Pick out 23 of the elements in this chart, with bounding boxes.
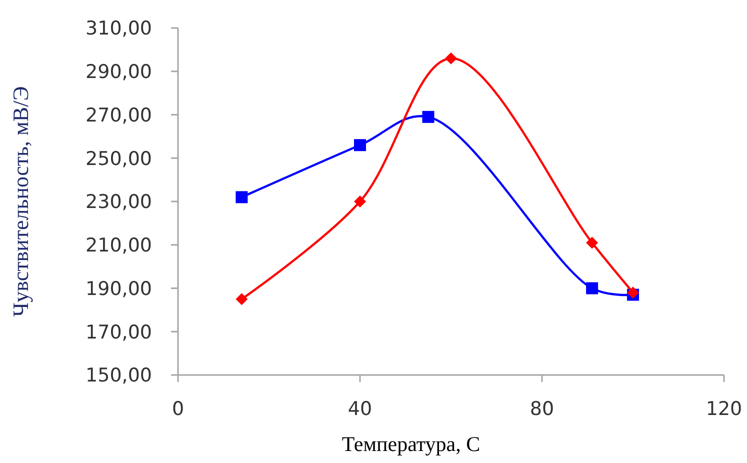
point [354,196,366,208]
x-tick-label: 40 [348,398,372,420]
y-tick-label: 150,00 [86,364,152,387]
point [586,282,598,294]
point [422,110,434,123]
point [445,52,457,64]
point [236,293,248,306]
x-axis-title: Температура, С [342,432,480,456]
y-tick-label: 270,00 [86,104,152,126]
point [236,191,248,204]
y-tick-label: 230,00 [86,191,152,214]
y-tick-label: 190,00 [86,278,152,300]
x-tick-label: 80 [530,398,554,420]
point [354,139,366,152]
y-tick-label: 250,00 [86,148,152,170]
y-axis-title: Чувствительность, мВ/Э [8,86,33,317]
x-tick-label: 0 [172,398,184,420]
y-tick-label: 310,00 [86,18,152,40]
y-tick-label: 210,00 [86,234,152,257]
y-tick-label: 290,00 [86,61,152,84]
point [586,236,598,249]
x-tick-label: 120 [706,398,742,420]
y-tick-label: 170,00 [86,321,152,344]
